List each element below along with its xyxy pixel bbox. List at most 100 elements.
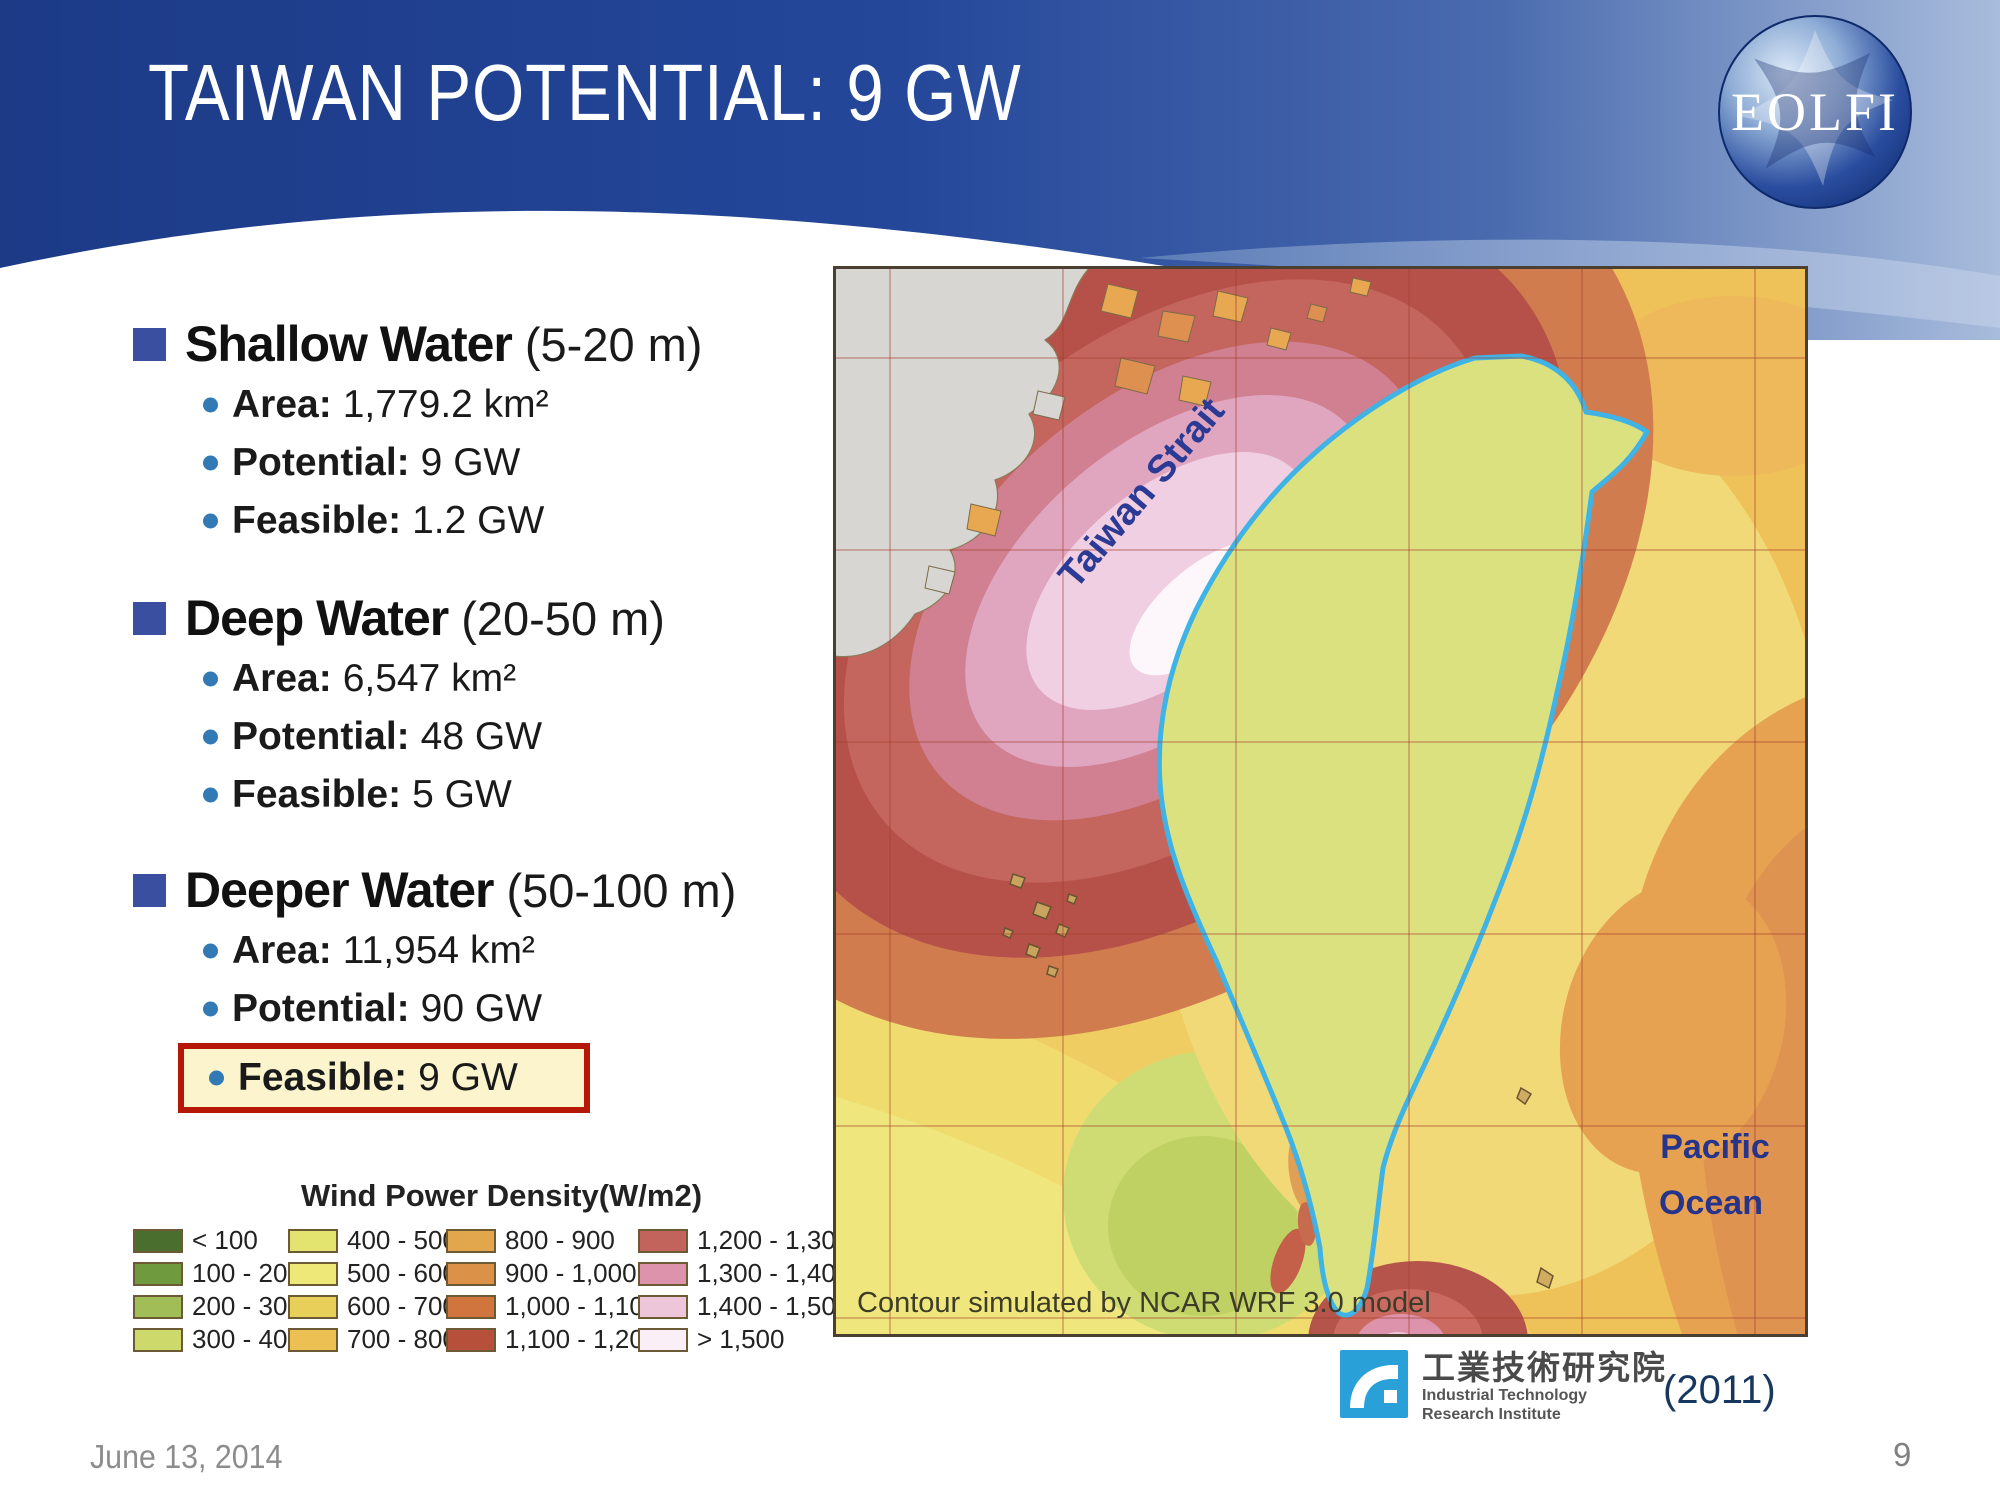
square-bullet-icon bbox=[133, 601, 166, 635]
legend-swatch bbox=[638, 1261, 688, 1286]
stat-label: Feasible: bbox=[232, 773, 402, 816]
coastal-islands bbox=[924, 277, 1372, 595]
map-grid bbox=[833, 266, 1808, 1337]
legend-range-label: 1,400 - 1,500 bbox=[697, 1291, 851, 1321]
stat-value: 1.2 GW bbox=[412, 499, 545, 542]
legend-swatch bbox=[638, 1228, 688, 1253]
stat-label: Feasible: bbox=[238, 1056, 408, 1099]
stat-label: Potential: bbox=[232, 441, 410, 484]
legend-swatch bbox=[288, 1294, 338, 1319]
legend-item: 1,200 - 1,300 bbox=[638, 1224, 853, 1257]
legend-range-label: 900 - 1,000 bbox=[505, 1258, 637, 1288]
legend-range-label: 700 - 800 bbox=[347, 1324, 457, 1354]
legend-range-label: 300 - 400 bbox=[192, 1324, 302, 1354]
legend-grid: < 100 100 - 200 200 - 300 300 - 400 400 … bbox=[133, 1224, 873, 1356]
mainland-china bbox=[832, 265, 1093, 658]
legend-swatch bbox=[446, 1261, 496, 1286]
legend-swatch bbox=[638, 1294, 688, 1319]
section-heading-label: Shallow Water bbox=[185, 316, 513, 372]
legend-swatch bbox=[288, 1327, 338, 1352]
itri-name: 工業技術研究院 Industrial Technology Research I… bbox=[1422, 1350, 1667, 1424]
stat-line: Potential: 90 GW bbox=[133, 980, 853, 1038]
legend-swatch bbox=[133, 1327, 183, 1352]
stat-line: Area: 11,954 km² bbox=[133, 922, 853, 980]
legend-item: 200 - 300 bbox=[133, 1290, 302, 1323]
page-title: TAIWAN POTENTIAL: 9 GW bbox=[148, 48, 1022, 137]
legend-swatch bbox=[288, 1228, 338, 1253]
legend-item: 1,100 - 1,200 bbox=[446, 1323, 658, 1356]
legend-swatch bbox=[446, 1228, 496, 1253]
legend-title: Wind Power Density(W/m2) bbox=[301, 1178, 703, 1213]
itri-name-en-line2: Research Institute bbox=[1422, 1406, 1561, 1423]
itri-credit: 工業技術研究院 Industrial Technology Research I… bbox=[1340, 1350, 1667, 1424]
legend-range-label: 400 - 500 bbox=[347, 1225, 457, 1255]
legend-column: < 100 100 - 200 200 - 300 300 - 400 bbox=[133, 1224, 302, 1356]
section-depth-range: (50-100 m) bbox=[506, 863, 737, 917]
legend-range-label: 200 - 300 bbox=[192, 1291, 302, 1321]
taiwan-map-graphic: Taiwan Strait Pacific Ocean Contour simu… bbox=[682, 123, 1873, 1421]
section-heading: Shallow Water (5-20 m) bbox=[133, 312, 853, 376]
footer-date: June 13, 2014 bbox=[90, 1438, 283, 1475]
legend-range-label: < 100 bbox=[192, 1225, 258, 1255]
legend-item: 300 - 400 bbox=[133, 1323, 302, 1356]
contour-note: Contour simulated by NCAR WRF 3.0 model bbox=[857, 1287, 1431, 1319]
section-heading: Deep Water (20-50 m) bbox=[133, 586, 853, 650]
section-depth-range: (5-20 m) bbox=[524, 317, 703, 371]
legend-swatch bbox=[638, 1327, 688, 1352]
wind-power-density-legend: Wind Power Density(W/m2) < 100 100 - 200… bbox=[133, 1178, 873, 1356]
legend-swatch bbox=[446, 1327, 496, 1352]
stat-value: 90 GW bbox=[420, 987, 543, 1030]
section-heading-label: Deep Water bbox=[185, 590, 449, 646]
square-bullet-icon bbox=[133, 873, 166, 907]
legend-item: > 1,500 bbox=[638, 1323, 853, 1356]
legend-item: 400 - 500 bbox=[288, 1224, 457, 1257]
legend-swatch bbox=[288, 1261, 338, 1286]
legend-item: 900 - 1,000 bbox=[446, 1257, 638, 1290]
legend-item: 500 - 600 bbox=[288, 1257, 457, 1290]
stat-value: 11,954 km² bbox=[342, 929, 535, 972]
stat-label: Potential: bbox=[232, 715, 410, 758]
section-depth-range: (20-50 m) bbox=[461, 591, 665, 645]
stat-line: Area: 1,779.2 km² bbox=[133, 376, 853, 434]
stat-line-highlighted: Feasible: 9 GW bbox=[178, 1043, 590, 1113]
footer-page-number: 9 bbox=[1893, 1436, 1912, 1473]
legend-item: 1,400 - 1,500 bbox=[638, 1290, 853, 1323]
stat-label: Feasible: bbox=[232, 499, 402, 542]
pinwheel-icon bbox=[1737, 30, 1893, 186]
section-deep-water: Deep Water (20-50 m) Area: 6,547 km² Pote… bbox=[133, 586, 853, 824]
section-shallow-water: Shallow Water (5-20 m) Area: 1,779.2 km² … bbox=[133, 312, 853, 550]
legend-column: 800 - 900 900 - 1,000 1,000 - 1,100 1,10… bbox=[446, 1224, 658, 1356]
square-bullet-icon bbox=[133, 327, 166, 361]
legend-range-label: 1,300 - 1,400 bbox=[697, 1258, 851, 1288]
eolfi-logo: EOLFI bbox=[1718, 15, 1912, 209]
section-deeper-water: Deeper Water (50-100 m) Area: 11,954 km² … bbox=[133, 858, 853, 1113]
itri-logo-icon bbox=[1340, 1350, 1408, 1418]
legend-range-label: 1,200 - 1,300 bbox=[697, 1225, 851, 1255]
legend-swatch bbox=[133, 1261, 183, 1286]
pacific-ocean-label-line1: Pacific bbox=[1660, 1128, 1770, 1166]
itri-name-en-line1: Industrial Technology bbox=[1422, 1387, 1588, 1404]
stat-line: Potential: 9 GW bbox=[133, 434, 853, 492]
stat-line: Feasible: 1.2 GW bbox=[133, 492, 853, 550]
credit-year: (2011) bbox=[1663, 1368, 1776, 1412]
legend-column: 400 - 500 500 - 600 600 - 700 700 - 800 bbox=[288, 1224, 457, 1356]
stat-label: Area: bbox=[232, 657, 332, 700]
legend-range-label: 100 - 200 bbox=[192, 1258, 302, 1288]
legend-range-label: > 1,500 bbox=[697, 1324, 785, 1354]
eolfi-logo-text: EOLFI bbox=[1731, 82, 1899, 142]
section-heading-label: Deeper Water bbox=[185, 862, 494, 918]
stat-label: Area: bbox=[232, 929, 332, 972]
stat-label: Area: bbox=[232, 383, 332, 426]
legend-range-label: 1,100 - 1,200 bbox=[505, 1324, 659, 1354]
legend-item: 1,300 - 1,400 bbox=[638, 1257, 853, 1290]
legend-item: < 100 bbox=[133, 1224, 288, 1257]
stat-value: 48 GW bbox=[420, 715, 543, 758]
stat-value: 9 GW bbox=[420, 441, 521, 484]
legend-swatch bbox=[133, 1294, 183, 1319]
stat-value: 6,547 km² bbox=[342, 657, 517, 700]
legend-item: 800 - 900 bbox=[446, 1224, 638, 1257]
section-heading: Deeper Water (50-100 m) bbox=[133, 858, 853, 922]
stat-line: Feasible: 5 GW bbox=[133, 766, 853, 824]
legend-item: 600 - 700 bbox=[288, 1290, 457, 1323]
